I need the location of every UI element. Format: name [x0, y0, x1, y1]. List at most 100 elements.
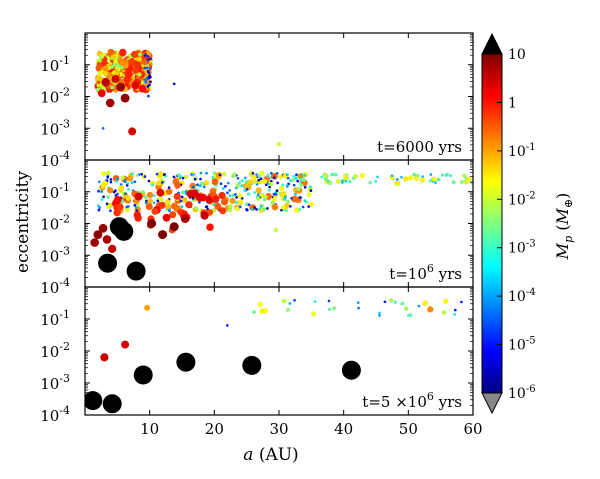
planetesimal-point [251, 171, 255, 175]
planetesimal-point [126, 187, 131, 191]
planetesimal-point [295, 173, 298, 177]
planetesimal-point [116, 192, 120, 196]
planetesimal-point [109, 177, 113, 181]
planetesimal-point [99, 54, 105, 60]
planetesimal-point [255, 173, 259, 176]
planetesimal-point [221, 186, 225, 190]
planetesimal-point [146, 58, 150, 62]
planetesimal-point [323, 177, 328, 181]
planetesimal-point [181, 176, 185, 180]
planetesimal-point [144, 53, 148, 56]
planetesimal-point [404, 306, 409, 311]
planetesimal-point [271, 203, 279, 211]
planetesimal-point [261, 178, 268, 185]
planetesimal-point [293, 298, 297, 302]
planetesimal-point [348, 180, 352, 184]
planetesimal-point [118, 48, 127, 57]
planetesimal-point [126, 181, 130, 185]
planetesimal-point [286, 176, 290, 180]
planetesimal-point [183, 174, 189, 180]
planetesimal-point [320, 175, 324, 179]
colorbar-tick-label: 10 [508, 47, 526, 63]
planetesimal-point [152, 201, 156, 205]
planetesimal-point [96, 204, 100, 208]
planetesimal-point [180, 195, 184, 199]
planetesimal-point [165, 188, 173, 195]
planetesimal-point [105, 170, 111, 176]
x-tick-label: 30 [269, 420, 288, 438]
planetesimal-point [228, 188, 232, 192]
planetesimal-point [219, 182, 223, 186]
data-point [97, 89, 106, 98]
planetesimal-point [174, 181, 182, 189]
planetesimal-point [285, 307, 291, 313]
planetesimal-point [394, 181, 400, 187]
colorbar-tick-label: 10-1 [508, 142, 536, 160]
planetesimal-point [158, 171, 164, 177]
planetesimal-point [395, 177, 399, 181]
planetesimal-point [258, 207, 262, 211]
planetesimal-point [294, 176, 298, 180]
planetesimal-point [252, 310, 256, 314]
planetesimal-point [285, 173, 289, 177]
planetesimal-point [106, 187, 114, 194]
planetesimal-point [133, 180, 137, 184]
planetesimal-point [255, 187, 262, 194]
planetesimal-point [393, 300, 397, 304]
data-point [90, 238, 99, 247]
planetesimal-point [102, 65, 109, 72]
planetesimal-point [158, 201, 166, 210]
planetesimal-point [408, 313, 413, 317]
planetesimal-point [98, 206, 102, 210]
planetesimal-point [253, 191, 257, 195]
planetesimal-point [221, 171, 227, 177]
planet-point [114, 221, 134, 241]
planetesimal-point [155, 172, 159, 176]
planetesimal-point [267, 188, 271, 192]
planetesimal-point [237, 181, 241, 185]
planetesimal-point [374, 179, 378, 184]
data-point [101, 78, 110, 87]
planetesimal-point [332, 172, 337, 177]
planetesimal-point [240, 184, 244, 188]
planetesimal-point [136, 173, 140, 177]
planetesimal-point [146, 84, 150, 88]
data-point [128, 127, 137, 136]
planetesimal-point [113, 195, 122, 204]
planetesimal-point [169, 211, 177, 219]
planetesimal-point [253, 179, 258, 185]
planetesimal-point [270, 172, 278, 180]
planetesimal-point [236, 176, 240, 180]
planetesimal-point [162, 213, 171, 222]
planetesimal-point [459, 300, 463, 304]
y-tick-label: 10-2 [40, 340, 70, 361]
planetesimal-point [281, 298, 287, 304]
planetesimal-point [221, 198, 229, 206]
y-axis-label: eccentricity [13, 171, 33, 273]
planetesimal-point [408, 175, 414, 181]
planetesimal-point [137, 72, 142, 77]
data-point [125, 70, 133, 78]
time-label: t=6000 yrs [377, 138, 462, 156]
planetesimal-point [434, 181, 437, 185]
planetesimal-point [180, 205, 184, 209]
planetesimal-point [256, 193, 260, 197]
planetesimal-point [335, 179, 341, 184]
y-tick-label: 10-3 [40, 117, 70, 138]
planetesimal-point [203, 180, 210, 186]
planetesimal-point [116, 63, 121, 68]
y-tick-label: 10-1 [40, 181, 70, 202]
planetesimal-point [449, 174, 453, 178]
x-tick-label: 10 [140, 420, 159, 438]
colorbar-tick-label: 10-5 [508, 336, 536, 354]
planetesimal-point [243, 188, 247, 192]
planetesimal-point [262, 197, 267, 202]
planetesimal-point [123, 180, 127, 184]
planetesimal-point [140, 189, 145, 195]
data-point [144, 304, 151, 311]
colorbar-scale [481, 53, 503, 394]
planetesimal-point [296, 187, 301, 192]
planetesimal-point [130, 172, 134, 176]
planetesimal-point [440, 173, 445, 177]
planetesimal-point [294, 207, 300, 213]
